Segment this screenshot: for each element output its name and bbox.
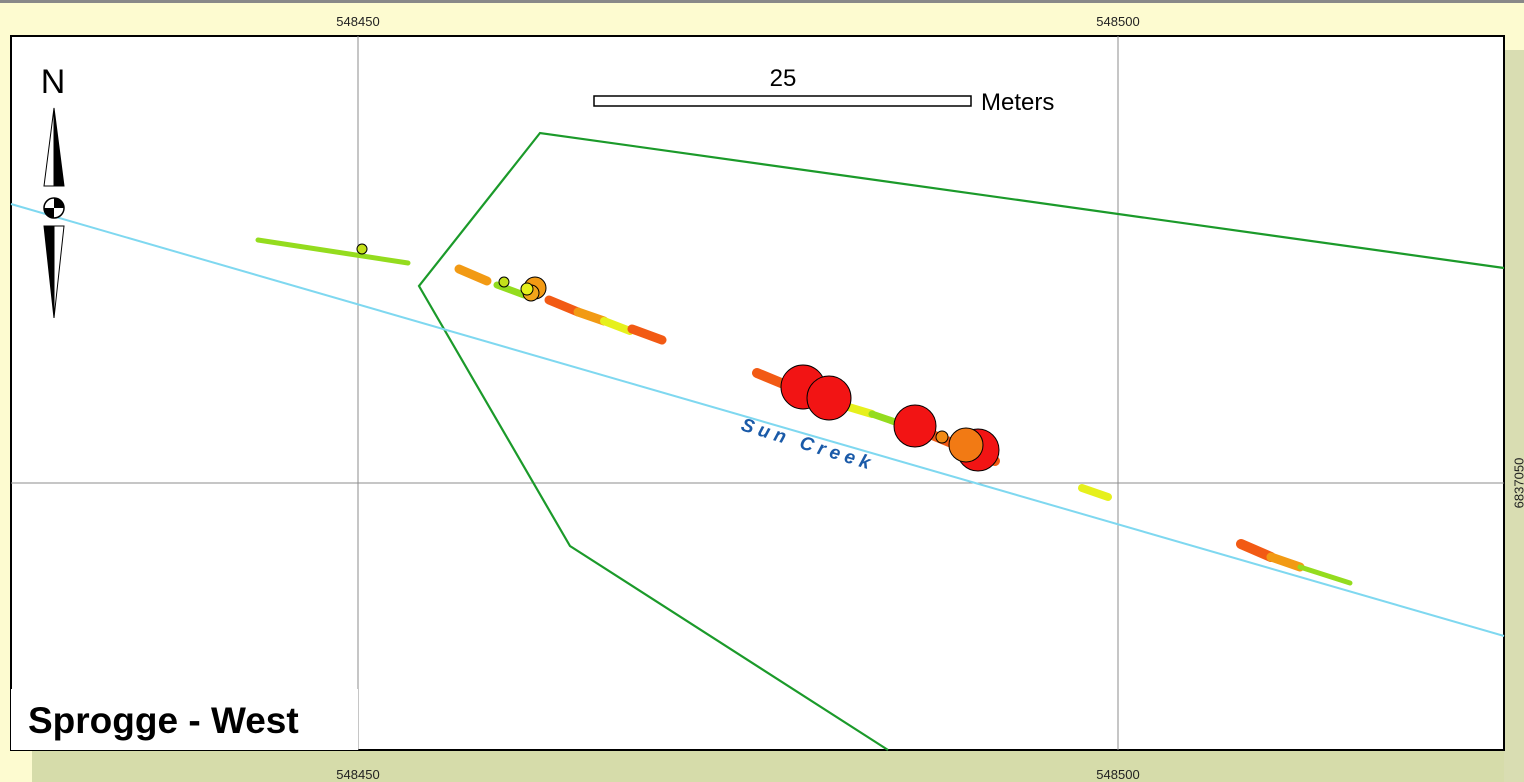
map-title: Sprogge - West bbox=[28, 700, 299, 741]
point-small-yellowgreen bbox=[356, 243, 368, 255]
scale-bar-box bbox=[593, 95, 972, 107]
segment-dark-orange bbox=[1236, 539, 1276, 562]
north-arrow-icon: N bbox=[41, 63, 66, 319]
point-yellow bbox=[520, 282, 534, 296]
north-arrow-hub-quadrant bbox=[44, 208, 54, 218]
segment-green bbox=[1297, 564, 1353, 586]
segment-green bbox=[255, 237, 411, 266]
segment-dark-orange bbox=[544, 295, 583, 317]
boundary-line bbox=[417, 131, 1505, 751]
point-red bbox=[893, 404, 937, 448]
segment-orange bbox=[1266, 552, 1305, 572]
graticule bbox=[11, 36, 1504, 750]
scale-bar-value: 25 bbox=[770, 65, 797, 92]
right-tick-6837050: 6837050 bbox=[1511, 458, 1524, 509]
sample-points bbox=[356, 243, 1000, 472]
top-tick-548450: 548450 bbox=[336, 14, 379, 29]
top-border bbox=[0, 0, 1524, 3]
point-red bbox=[806, 375, 852, 421]
segment-orange bbox=[454, 264, 492, 286]
segment-yellow bbox=[1078, 484, 1112, 501]
point-small-orange bbox=[935, 430, 949, 444]
bottom-tick-548500: 548500 bbox=[1096, 767, 1139, 782]
segment-yellow bbox=[600, 317, 634, 335]
north-arrow-upper-right bbox=[53, 107, 65, 187]
point-small-yellowgreen bbox=[498, 276, 510, 288]
right-band bbox=[1504, 50, 1524, 782]
north-arrow-lower-right bbox=[53, 225, 65, 319]
title-box bbox=[11, 689, 358, 750]
north-arrow-hub-quadrant bbox=[54, 198, 64, 208]
bottom-band bbox=[32, 750, 1524, 782]
top-tick-548500: 548500 bbox=[1096, 14, 1139, 29]
map-panel bbox=[10, 35, 1505, 751]
segment-orange bbox=[573, 307, 609, 326]
segment-dark-orange bbox=[627, 324, 667, 345]
scale-bar-units: Meters bbox=[981, 89, 1054, 116]
north-letter: N bbox=[41, 63, 66, 101]
bottom-tick-548450: 548450 bbox=[336, 767, 379, 782]
stream-line bbox=[10, 203, 1505, 637]
scale-bar: 25 Meters bbox=[593, 65, 1054, 116]
point-orange bbox=[948, 427, 984, 463]
